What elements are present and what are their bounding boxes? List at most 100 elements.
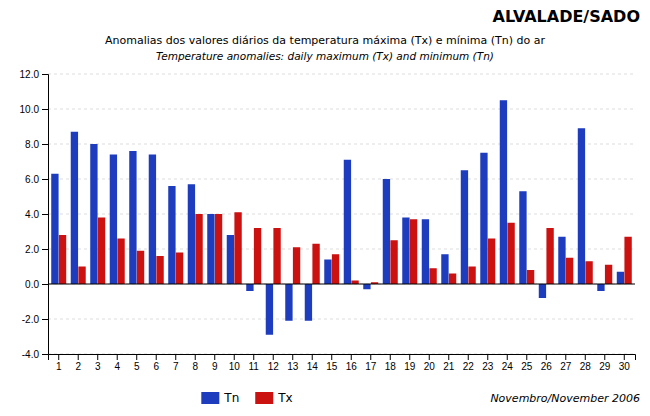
bar — [137, 251, 144, 284]
y-axis: -4.0-2.00.02.04.06.08.010.012.0 — [20, 69, 49, 360]
tick: 25 — [521, 354, 533, 372]
tick-mark — [42, 284, 48, 285]
tick: 3 — [95, 354, 101, 372]
tick-mark — [468, 354, 469, 360]
bars — [51, 100, 632, 335]
tick-label: 12.0 — [20, 69, 40, 80]
bar — [59, 235, 66, 284]
bar — [402, 218, 409, 285]
bar — [312, 244, 319, 284]
bar-series — [59, 212, 632, 284]
tick-mark — [214, 354, 215, 360]
tick-mark — [565, 354, 566, 360]
grid-line — [48, 319, 635, 320]
bar — [188, 184, 195, 284]
legend-item: Tx — [255, 391, 292, 405]
tick-mark — [390, 354, 391, 360]
tick-label: 17 — [365, 361, 377, 372]
bar — [624, 237, 631, 284]
tick-label: 20 — [424, 361, 436, 372]
bar — [390, 240, 397, 284]
legend-swatch — [201, 392, 219, 404]
grid-line — [48, 74, 635, 75]
x-axis: 1234567891011121314151617181920212223242… — [49, 354, 636, 372]
tick-mark — [273, 354, 274, 360]
tick-mark — [42, 214, 48, 215]
tick: 6.0 — [25, 174, 48, 185]
bar — [461, 170, 468, 284]
tick: 21 — [443, 354, 455, 372]
tick: 6 — [153, 354, 159, 372]
tick-mark — [42, 74, 48, 75]
tick: 29 — [599, 354, 611, 372]
tick-mark — [195, 354, 196, 360]
tick-mark — [42, 319, 48, 320]
tick: 8 — [192, 354, 198, 372]
bar — [78, 267, 85, 285]
legend: TnTx — [201, 391, 292, 405]
bar — [98, 218, 105, 285]
tick-mark — [42, 179, 48, 180]
tick-mark — [312, 354, 313, 360]
tick-label: 6 — [153, 361, 159, 372]
tick-mark — [136, 354, 137, 360]
tick: 1 — [56, 354, 62, 372]
tick: 27 — [560, 354, 572, 372]
tick-mark — [507, 354, 508, 360]
bar — [215, 214, 222, 284]
tick-mark — [175, 354, 176, 360]
tick-label: 16 — [346, 361, 358, 372]
bar — [285, 284, 292, 321]
tick-label: 21 — [443, 361, 455, 372]
grid-line — [48, 109, 635, 110]
bar — [488, 239, 495, 285]
bar — [273, 228, 280, 284]
bar — [617, 272, 624, 284]
bar — [507, 223, 514, 284]
tick-mark — [331, 354, 332, 360]
bar — [441, 254, 448, 284]
bar — [324, 260, 331, 285]
tick-label: 4 — [114, 361, 120, 372]
tick: 15 — [326, 354, 338, 372]
bar — [90, 144, 97, 284]
tick: 2.0 — [25, 244, 48, 255]
tick: 23 — [482, 354, 494, 372]
tick-label: 3 — [95, 361, 101, 372]
tick-label: 24 — [502, 361, 514, 372]
tick-label: 1 — [56, 361, 62, 372]
tick-label: 10.0 — [20, 104, 40, 115]
tick: 12.0 — [20, 69, 48, 80]
bar — [246, 284, 253, 291]
grid-line — [48, 284, 635, 285]
bar — [71, 132, 78, 284]
tick-mark — [585, 354, 586, 360]
tick-label: 2 — [75, 361, 81, 372]
tick: 10.0 — [20, 104, 48, 115]
bar — [293, 247, 300, 284]
tick: 8.0 — [25, 139, 48, 150]
bar — [566, 258, 573, 284]
zero-line — [48, 284, 635, 285]
tick-mark — [253, 354, 254, 360]
bar-series — [51, 100, 624, 335]
grid-line — [48, 144, 635, 145]
tick-label: -2.0 — [22, 314, 40, 325]
title: ALVALADE/SADO — [493, 7, 640, 26]
tick: 14 — [307, 354, 319, 372]
tick-label: 6.0 — [25, 174, 39, 185]
tick-label: 18 — [385, 361, 397, 372]
bar — [195, 214, 202, 284]
tick: 19 — [404, 354, 416, 372]
tick-mark — [526, 354, 527, 360]
tick: 26 — [541, 354, 553, 372]
bar — [429, 268, 436, 284]
subtitle: Anomalias dos valores diários da tempera… — [105, 34, 545, 47]
bar — [546, 228, 553, 284]
tick-mark — [58, 354, 59, 360]
bar — [305, 284, 312, 321]
tick-label: 13 — [287, 361, 299, 372]
tick: 30 — [619, 354, 631, 372]
tick-mark — [448, 354, 449, 360]
bar — [351, 281, 358, 285]
